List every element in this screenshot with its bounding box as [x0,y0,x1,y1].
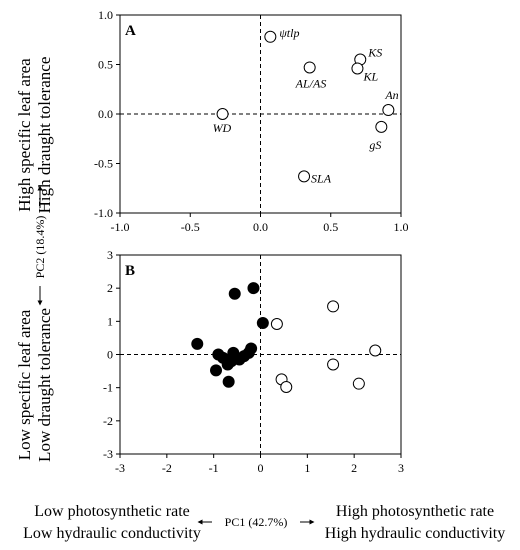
b-x-tick-label: -1 [209,461,219,475]
panel-b-zero-lines [120,255,401,454]
panel-b-open-point [327,358,340,371]
panel-b-open-point [327,300,340,313]
panel-a-point [264,30,277,43]
a-y-tick-label: -0.5 [94,157,113,171]
panel-b-open-point [352,377,365,390]
panel-a-point-label: KS [367,46,382,60]
panel-b-filled-point [191,337,204,350]
panel-b-filled-point [222,375,235,388]
pc1-axis-label: PC1 (42.7%) [225,515,288,529]
panel-a-point [298,170,311,183]
b-y-tick-label: -2 [103,414,113,428]
a-y-tick-label: -1.0 [94,206,113,220]
top-side-label-line2: High draught tolerance [35,57,54,214]
top-side-label-line1: High specific leaf area [15,58,34,212]
panel-b-open-point [280,381,293,394]
panel-a-point-label: An [384,88,398,102]
panel-a-zero-lines [120,15,401,213]
a-x-tick-label: 0.5 [323,220,338,234]
b-y-tick-label: 2 [107,281,113,295]
panel-b-points [191,282,382,394]
panel-a-point [303,61,316,74]
panel-a-point [375,120,388,133]
panel-b-open-point [270,317,283,330]
b-y-tick-label: 0 [107,348,113,362]
a-y-tick-label: 1.0 [98,8,113,22]
a-y-tick-label: 0.0 [98,107,113,121]
a-x-tick-label: -0.5 [181,220,200,234]
panel-b-label: B [125,263,135,279]
a-x-tick-label: -1.0 [111,220,130,234]
panel-a-point-label: WD [213,121,232,135]
b-y-tick-label: 1 [107,314,113,328]
bottom-side-label-line2: Low draught tolerance [35,308,54,462]
b-x-tick-label: 3 [398,461,404,475]
panel-a-label: A [125,23,136,39]
right-bottom-label-line1: High photosynthetic rate [336,503,494,520]
panel-b-filled-point [247,282,260,295]
a-x-tick-label: 0.0 [253,220,268,234]
left-bottom-label-line1: Low photosynthetic rate [34,503,190,520]
b-x-tick-label: 2 [351,461,357,475]
b-y-tick-label: -3 [103,447,113,461]
panel-a-point [382,104,395,117]
panel-b-filled-point [228,287,241,300]
b-x-tick-label: -3 [115,461,125,475]
panel-a-ticks: -1.0 -0.5 0.0 0.5 1.0 -1.0 -0.5 0.0 0.5 1.0 [94,8,409,234]
b-x-tick-label: -2 [162,461,172,475]
panel-a-point-label: SLA [311,171,332,185]
a-x-tick-label: 1.0 [394,220,409,234]
right-bottom-label-line2: High hydraulic conductivity [325,525,505,542]
panel-a-point-label: AL/AS [295,76,327,90]
panel-a-loadings-plot: A -1.0 -0.5 0.0 0.5 1.0 -1.0 -0.5 0.0 0.5 1.0 ψtl… [94,8,409,234]
panel-a-point-label: ψtlp [279,26,299,40]
panel-b-filled-point [210,364,223,377]
left-bottom-label-line2: Low hydraulic conductivity [23,525,201,542]
panel-b-scores-plot: B -3 -2 -1 0 1 2 3 -3 -2 -1 0 1 2 3 [103,248,404,475]
b-x-tick-label: 1 [304,461,310,475]
a-y-tick-label: 0.5 [98,58,113,72]
panel-b-ticks: -3 -2 -1 0 1 2 3 -3 -2 -1 0 1 2 3 [103,248,404,475]
panel-a-point-label: KL [362,69,378,83]
panel-a-points: ψtlp KS AL/AS KL An WD gS SLA [213,26,399,186]
panel-b-filled-point [245,342,258,355]
b-x-tick-label: 0 [258,461,264,475]
pc2-axis-label: PC2 (18.4%) [33,216,47,279]
panel-b-filled-point [256,316,269,329]
panel-a-point [216,108,229,120]
b-y-tick-label: 3 [107,248,113,262]
bottom-side-label-line1: Low specific leaf area [15,309,34,460]
panel-a-point [351,62,364,75]
panel-a-point-label: gS [369,138,381,152]
b-y-tick-label: -1 [103,381,113,395]
panel-b-open-point [369,344,382,357]
